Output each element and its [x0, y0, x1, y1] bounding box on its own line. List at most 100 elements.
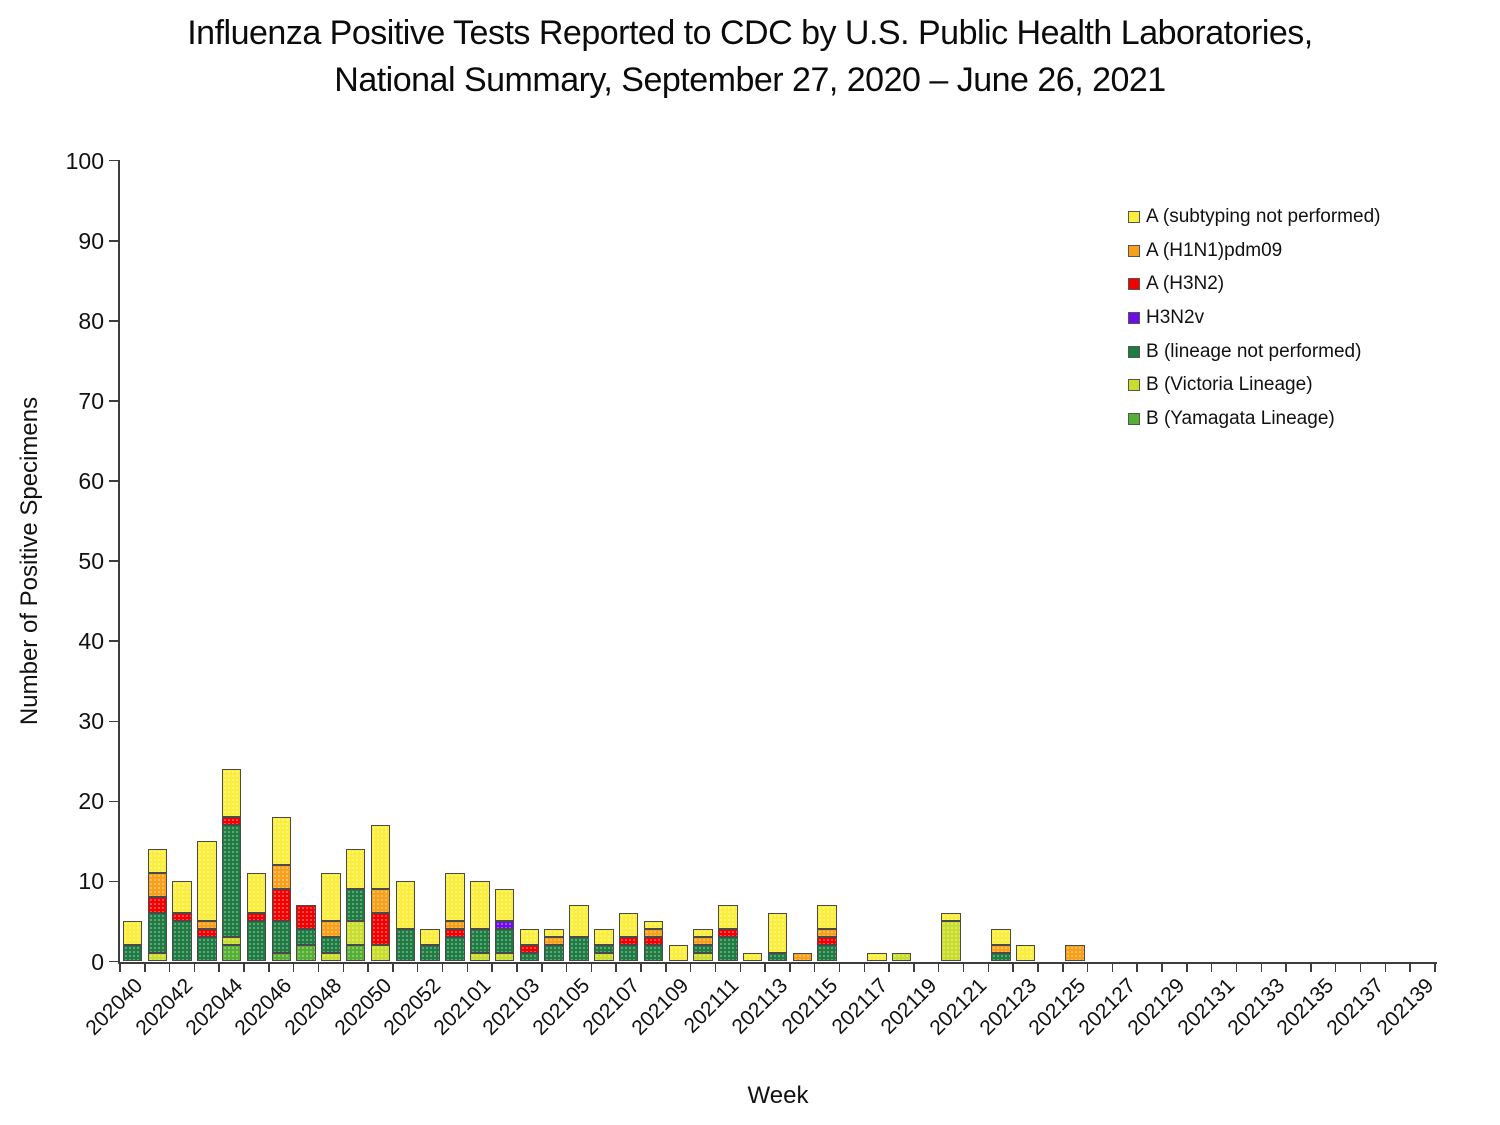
x-tick	[1285, 963, 1287, 972]
bar-segment	[172, 921, 192, 962]
bar-segment	[991, 945, 1011, 954]
bar-segment	[197, 841, 217, 922]
legend-label: B (lineage not performed)	[1146, 340, 1362, 362]
x-tick	[317, 963, 320, 972]
x-tick	[541, 963, 543, 972]
bar-segment	[470, 953, 490, 962]
legend-swatch	[1128, 244, 1140, 257]
x-tick	[1186, 963, 1188, 972]
bar-segment	[395, 929, 416, 962]
bar-segment	[147, 849, 167, 874]
x-tick	[615, 963, 617, 972]
x-tick	[1210, 963, 1213, 972]
y-tick	[109, 960, 118, 963]
chart-title-line2: National Summary, September 27, 2020 – J…	[334, 61, 1166, 99]
x-tick	[739, 963, 741, 972]
bar-segment	[544, 937, 564, 946]
bar-segment	[246, 913, 267, 922]
bar-segment	[544, 945, 564, 962]
bar-segment	[370, 889, 391, 914]
bar-segment	[321, 937, 341, 954]
bar-segment	[569, 937, 589, 962]
bar-segment	[494, 889, 515, 922]
bar-segment	[817, 905, 837, 930]
y-tick-label: 50	[78, 548, 104, 575]
x-axis-line	[118, 961, 1437, 964]
bar-segment	[891, 953, 912, 962]
x-tick	[1235, 963, 1238, 972]
bar-segment	[445, 937, 465, 962]
y-tick-label: 30	[78, 708, 104, 735]
bar-segment	[718, 905, 738, 930]
x-tick	[491, 963, 493, 972]
legend-label: A (subtyping not performed)	[1146, 205, 1381, 227]
legend-swatch	[1128, 311, 1140, 324]
bar-segment	[817, 937, 837, 946]
bar-segment	[643, 937, 664, 946]
x-tick	[441, 963, 444, 972]
x-tick	[1111, 963, 1114, 972]
bar-segment	[271, 921, 292, 954]
bar-segment	[197, 937, 217, 962]
x-tick	[764, 963, 766, 972]
y-tick-label: 0	[91, 948, 104, 975]
y-tick	[109, 320, 118, 322]
legend-label: H3N2v	[1146, 306, 1205, 328]
legend-swatch	[1128, 412, 1140, 425]
bar-segment	[122, 921, 143, 946]
bar-segment	[693, 945, 713, 954]
x-tick	[714, 963, 717, 972]
bar-segment	[271, 953, 292, 962]
bar-segment	[519, 945, 540, 954]
y-tick-label: 10	[78, 868, 104, 895]
x-tick	[838, 963, 841, 972]
bar-segment	[221, 825, 242, 938]
bar-segment	[668, 945, 689, 962]
x-tick	[888, 963, 890, 972]
y-tick	[109, 720, 118, 722]
y-tick	[109, 159, 118, 162]
bar-segment	[941, 921, 961, 962]
bar-segment	[345, 889, 366, 922]
x-tick	[962, 963, 965, 972]
y-tick	[109, 640, 118, 642]
bar-segment	[494, 921, 515, 930]
bar-segment	[370, 825, 391, 890]
y-tick	[109, 480, 118, 482]
y-tick	[109, 560, 118, 562]
bar-segment	[321, 921, 341, 938]
bar-segment	[296, 945, 316, 962]
bar-segment	[494, 953, 515, 962]
bar-segment	[594, 945, 614, 954]
x-tick	[1037, 963, 1039, 972]
legend-label: A (H3N2)	[1146, 273, 1225, 295]
x-tick	[1136, 963, 1138, 972]
bar-segment	[172, 881, 192, 914]
x-tick	[937, 963, 940, 972]
bar-segment	[197, 929, 217, 938]
y-tick-label: 80	[78, 307, 104, 334]
x-tick	[565, 963, 568, 972]
bar-segment	[147, 953, 167, 962]
x-tick	[119, 963, 121, 972]
bar-segment	[693, 937, 713, 946]
bar-segment	[618, 945, 639, 962]
bar-segment	[221, 769, 242, 818]
x-tick	[1434, 963, 1436, 972]
x-tick	[1310, 963, 1312, 972]
bar-segment	[147, 873, 167, 898]
bar-segment	[395, 881, 416, 930]
bar-segment	[693, 953, 713, 962]
bar-segment	[345, 945, 366, 962]
x-tick	[1334, 963, 1337, 972]
bar-segment	[643, 945, 664, 962]
x-tick	[516, 963, 518, 972]
bar-segment	[246, 873, 267, 914]
y-tick-label: 70	[78, 387, 104, 414]
bar-segment	[122, 945, 143, 962]
x-tick	[1359, 963, 1362, 972]
bar-segment	[197, 921, 217, 930]
x-tick	[367, 963, 369, 972]
bar-segment	[271, 865, 292, 890]
